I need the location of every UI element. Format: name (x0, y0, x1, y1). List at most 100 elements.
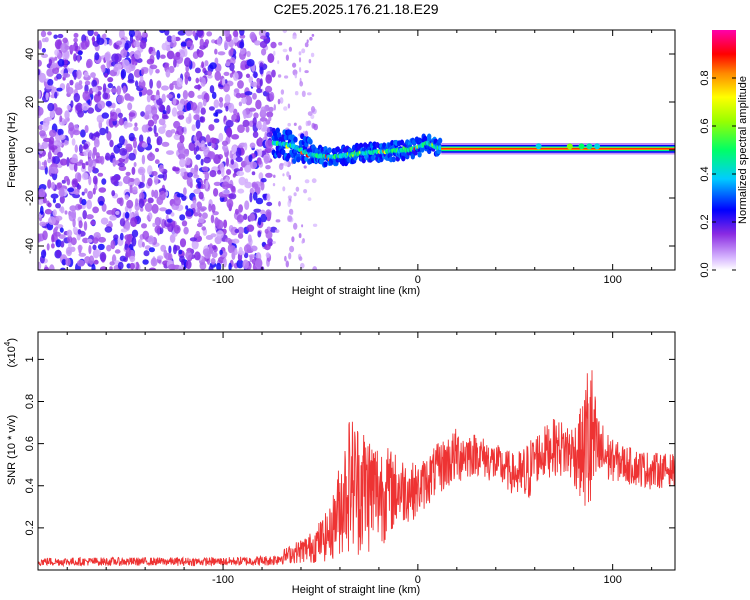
spectrogram-xlabel: Height of straight line (km) (292, 285, 420, 297)
heatmap-cell (113, 66, 119, 72)
heatmap-cell (74, 82, 81, 91)
heatmap-cell (292, 62, 297, 68)
heatmap-cell (157, 174, 165, 179)
heatmap-cell (194, 84, 202, 90)
snr-frame (37, 331, 676, 571)
heatmap-cell (81, 172, 89, 181)
heatmap-cell (292, 35, 297, 40)
heatmap-cell (287, 129, 293, 136)
heatmap-cell (108, 220, 113, 227)
heatmap-cell (86, 214, 94, 220)
heatmap-cell (249, 31, 256, 41)
heatmap-cell (198, 191, 204, 200)
heatmap-cell (185, 205, 189, 210)
heatmap-cell (96, 37, 105, 45)
heatmap-cell (209, 62, 217, 70)
svg-text:(x104): (x104) (3, 338, 18, 368)
heatmap-cell (155, 68, 160, 74)
heatmap-cell (286, 152, 291, 159)
heatmap-cell (294, 91, 299, 96)
heatmap-cell (301, 224, 304, 228)
heatmap-cell (264, 244, 271, 251)
heatmap-cell (197, 181, 202, 189)
heatmap-cell (188, 90, 195, 98)
heatmap-cell (208, 124, 215, 131)
heatmap-cell (258, 148, 263, 157)
heatmap-cell (104, 226, 113, 233)
heatmap-cell (122, 85, 127, 94)
heatmap-cell (38, 160, 42, 170)
heatmap-cell (190, 102, 198, 111)
heatmap-cell (59, 134, 66, 140)
heatmap-cell (143, 250, 150, 257)
heatmap-cell (208, 203, 212, 212)
heatmap-cell (244, 181, 253, 189)
heatmap-cell (213, 137, 217, 144)
heatmap-cell (249, 213, 256, 222)
heatmap-cell (186, 176, 193, 187)
heatmap-cell (291, 236, 295, 243)
heatmap-cell (260, 209, 266, 215)
heatmap-cell (310, 52, 315, 58)
heatmap-cell (71, 138, 76, 146)
heatmap-cell (287, 103, 291, 109)
heatmap-cell (223, 219, 228, 229)
heatmap-cell (259, 40, 268, 49)
heatmap-cell (293, 122, 297, 127)
heatmap-cell (51, 243, 55, 249)
heatmap-cell (225, 105, 229, 112)
heatmap-cell (161, 85, 169, 91)
heatmap-cell (149, 66, 153, 76)
heatmap-cell (38, 233, 42, 243)
heatmap-cell (270, 41, 277, 49)
heatmap-cell (184, 57, 191, 67)
heatmap-cell (200, 158, 204, 166)
heatmap-cell (225, 61, 231, 67)
heatmap-cell (166, 218, 173, 223)
heatmap-cell (117, 112, 123, 119)
heatmap-cell (222, 189, 231, 195)
heatmap-cell (586, 143, 593, 150)
heatmap-cell (243, 213, 248, 220)
heatmap-cell (90, 72, 96, 78)
heatmap-cell (263, 155, 269, 164)
heatmap-cell (45, 91, 49, 101)
heatmap-cell (242, 119, 250, 128)
heatmap-cell (239, 30, 245, 36)
heatmap-cell (148, 127, 153, 132)
heatmap-cell (312, 266, 318, 270)
heatmap-cell (176, 193, 184, 198)
heatmap-cell (173, 58, 177, 68)
heatmap-cell (167, 264, 176, 270)
spectrogram-axes: -100 0 100 -40 -20 0 20 40 (24, 30, 675, 286)
heatmap-cell (147, 177, 153, 187)
heatmap-cell (255, 258, 263, 268)
heatmap-cell (142, 259, 149, 265)
heatmap-cell (59, 227, 64, 233)
heatmap-cell (179, 238, 187, 248)
heatmap-cell (162, 171, 167, 181)
heatmap-cell (437, 137, 443, 144)
heatmap-cell (94, 52, 100, 61)
heatmap-cell (169, 83, 174, 91)
heatmap-cell (126, 96, 134, 101)
heatmap-cell (106, 68, 111, 75)
heatmap-cell (251, 171, 256, 176)
heatmap-cell (228, 193, 237, 200)
heatmap-cell (164, 30, 170, 36)
heatmap-cell (228, 262, 232, 270)
heatmap-cell (147, 152, 155, 162)
heatmap-cell (260, 178, 267, 183)
heatmap-cell (201, 226, 206, 231)
heatmap-cell (307, 197, 312, 202)
heatmap-cell (147, 235, 155, 245)
heatmap-cell (49, 264, 55, 270)
heatmap-cell (256, 121, 262, 130)
heatmap-cell (62, 73, 71, 78)
heatmap-cell (250, 81, 258, 88)
heatmap-cell (304, 42, 309, 48)
heatmap-cells (38, 30, 675, 270)
heatmap-cell (220, 167, 225, 177)
heatmap-cell (128, 30, 135, 38)
heatmap-cell (125, 143, 133, 153)
